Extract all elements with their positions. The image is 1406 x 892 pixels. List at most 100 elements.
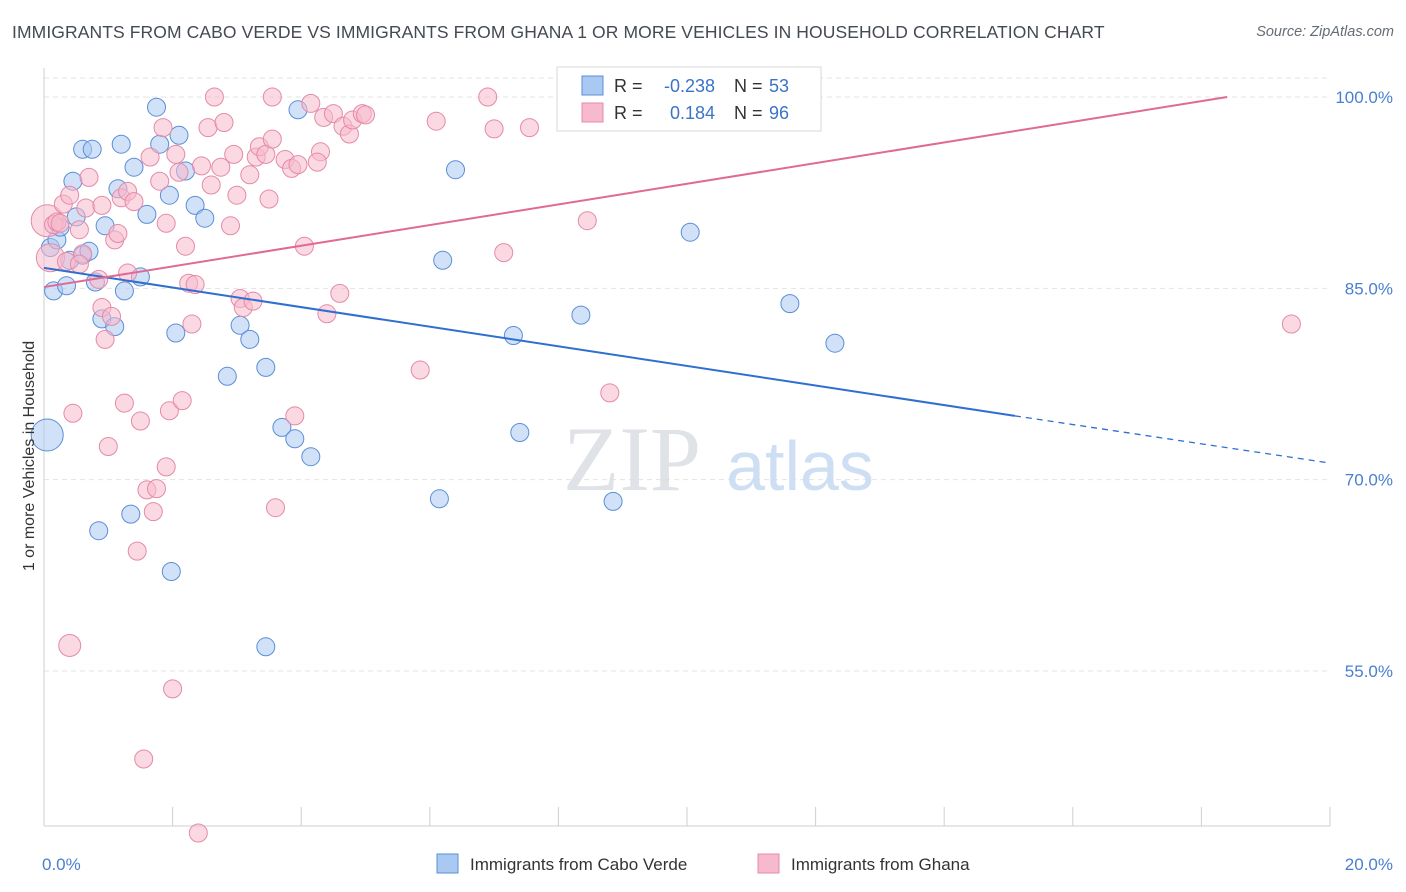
point-ghana <box>76 198 96 218</box>
point-cabo-verde <box>680 222 700 242</box>
point-cabo-verde <box>780 294 800 314</box>
point-ghana <box>163 679 183 699</box>
legend-r-value: -0.238 <box>664 76 715 96</box>
point-ghana <box>114 393 134 413</box>
point-cabo-verde <box>503 326 523 345</box>
point-ghana <box>266 498 285 518</box>
point-ghana <box>224 144 244 164</box>
point-ghana <box>98 437 118 456</box>
x-tick-label: 0.0% <box>42 855 81 874</box>
point-cabo-verde <box>603 491 623 511</box>
bottom-legend-label-cabo-verde: Immigrants from Cabo Verde <box>470 855 687 874</box>
x-tick-label: 20.0% <box>1345 855 1393 874</box>
gridlines <box>44 77 1330 672</box>
point-ghana <box>50 213 70 233</box>
point-ghana <box>227 185 247 205</box>
point-ghana <box>288 155 308 175</box>
point-ghana <box>323 104 343 124</box>
point-ghana <box>176 236 195 256</box>
point-ghana <box>156 213 176 233</box>
legend-swatch-blue <box>581 75 604 96</box>
point-cabo-verde <box>446 160 465 180</box>
point-ghana <box>58 634 82 657</box>
point-cabo-verde <box>571 305 591 325</box>
point-ghana <box>147 479 166 499</box>
point-ghana <box>143 502 163 522</box>
point-cabo-verde <box>256 357 276 377</box>
point-ghana <box>153 118 173 138</box>
point-cabo-verde <box>433 250 453 270</box>
point-ghana <box>259 189 279 209</box>
point-ghana <box>201 175 221 195</box>
y-tick-label: 85.0% <box>1345 279 1393 298</box>
point-cabo-verde <box>825 333 845 353</box>
point-ghana <box>600 383 620 403</box>
trend-line-cabo-verde <box>43 266 1016 417</box>
axes <box>43 68 1331 827</box>
point-ghana <box>108 224 128 243</box>
point-ghana <box>356 105 375 125</box>
point-ghana <box>150 171 170 191</box>
point-ghana <box>172 391 192 411</box>
watermark: ZIP atlas <box>563 408 874 510</box>
chart-title: IMMIGRANTS FROM CABO VERDE VS IMMIGRANTS… <box>12 22 1105 42</box>
point-ghana <box>520 118 539 138</box>
x-tick-labels: 0.0% 20.0% <box>42 855 1393 874</box>
point-cabo-verde <box>147 97 166 117</box>
trend-lines <box>43 96 1331 464</box>
point-ghana <box>159 401 179 421</box>
point-ghana <box>127 541 147 561</box>
y-axis-title: 1 or more Vehicles in Household <box>21 341 38 571</box>
legend-n-label: N = <box>734 103 763 123</box>
y-tick-labels: 100.0% 85.0% 70.0% 55.0% <box>1335 88 1393 681</box>
bottom-legend-label-ghana: Immigrants from Ghana <box>791 855 970 874</box>
legend-r-label: R = <box>614 103 643 123</box>
point-cabo-verde <box>166 323 186 343</box>
point-ghana <box>262 129 282 149</box>
data-points <box>30 87 1301 843</box>
point-ghana <box>192 156 211 176</box>
legend-n-label: N = <box>734 76 763 96</box>
point-ghana <box>221 216 240 236</box>
point-ghana <box>240 165 260 185</box>
y-tick-label: 100.0% <box>1335 88 1393 107</box>
point-cabo-verde <box>161 562 181 581</box>
bottom-legend: Immigrants from Cabo Verde Immigrants fr… <box>436 853 970 874</box>
point-cabo-verde <box>137 204 157 224</box>
point-ghana <box>494 243 514 263</box>
point-cabo-verde <box>285 429 305 449</box>
point-ghana <box>577 211 597 231</box>
legend-row-ghana: R = 0.184 N = 96 <box>581 102 789 123</box>
point-cabo-verde <box>217 366 237 386</box>
point-ghana <box>262 87 282 107</box>
point-cabo-verde <box>429 489 449 509</box>
point-cabo-verde <box>195 208 215 228</box>
point-ghana <box>1281 314 1301 334</box>
point-ghana <box>426 111 446 131</box>
point-cabo-verde <box>89 521 109 541</box>
legend-row-cabo-verde: R = -0.238 N = 53 <box>581 75 789 96</box>
point-ghana <box>330 283 350 303</box>
legend-n-value: 53 <box>769 76 789 96</box>
point-ghana <box>301 93 321 113</box>
bottom-legend-swatch-pink <box>757 853 780 874</box>
point-ghana <box>484 119 504 139</box>
point-cabo-verde <box>510 423 530 442</box>
point-cabo-verde <box>185 195 205 215</box>
point-ghana <box>188 823 208 843</box>
bottom-legend-swatch-blue <box>436 853 459 874</box>
point-cabo-verde <box>114 281 134 301</box>
point-cabo-verde <box>57 276 76 296</box>
point-cabo-verde <box>111 134 131 154</box>
point-ghana <box>134 749 154 769</box>
y-tick-label: 55.0% <box>1345 662 1393 681</box>
point-ghana <box>102 306 121 326</box>
point-ghana <box>169 162 189 182</box>
point-ghana <box>95 329 115 349</box>
point-ghana <box>63 403 83 423</box>
point-cabo-verde <box>256 637 276 657</box>
watermark-atlas: atlas <box>726 427 874 505</box>
point-ghana <box>478 87 498 107</box>
y-tick-label: 70.0% <box>1345 471 1393 490</box>
